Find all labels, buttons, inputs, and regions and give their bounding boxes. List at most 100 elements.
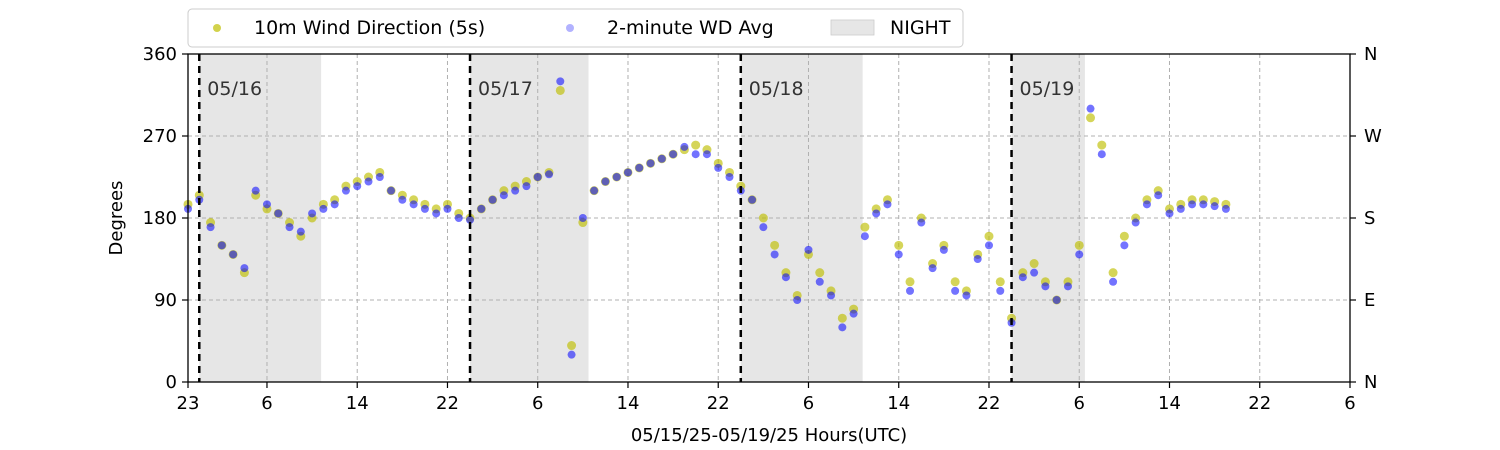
- wd5s-point: [984, 231, 994, 241]
- x-tick-label: 22: [436, 393, 459, 414]
- wd5s-point: [555, 85, 565, 95]
- wd2min-point: [759, 223, 768, 232]
- wd2min-point: [815, 277, 824, 286]
- wd2min-point: [601, 177, 610, 186]
- wd2min-point: [488, 195, 497, 204]
- wd2min-point: [341, 186, 350, 195]
- wd2min-point: [353, 182, 362, 191]
- wd2min-point: [1109, 277, 1118, 286]
- y-tick-label: 270: [143, 126, 177, 147]
- wd2min-point: [1221, 204, 1230, 213]
- wd2min-point: [1210, 202, 1219, 211]
- wd2min-point: [364, 177, 373, 186]
- wd2min-point: [714, 163, 723, 172]
- right-axis-label: S: [1364, 208, 1375, 229]
- wd2min-point: [781, 273, 790, 282]
- wd2min-point: [623, 168, 632, 177]
- wd5s-point: [905, 277, 915, 287]
- wd2min-point: [612, 173, 621, 181]
- wd2min-point: [240, 264, 249, 273]
- x-tick-label: 14: [887, 393, 910, 414]
- wd2min-point: [669, 150, 678, 159]
- y-tick-label: 180: [143, 208, 177, 229]
- day-marker-layer: 05/16 05/17 05/18 05/19: [198, 54, 1075, 382]
- wd2min-point: [860, 232, 869, 241]
- wd2min-point: [578, 214, 587, 222]
- wd2min-point: [1165, 209, 1174, 218]
- legend-marker-night: [830, 19, 875, 36]
- legend-marker-5s: [213, 24, 221, 32]
- y-axis-title: Degrees: [106, 181, 127, 256]
- x-tick-label: 6: [1344, 393, 1355, 414]
- wd5s-point: [770, 240, 780, 250]
- wd2min-point: [1063, 282, 1072, 291]
- x-tick-label: 6: [261, 393, 272, 414]
- axis-layer: 23 6 14 22 6 14 22 6 14 22 6 14 22 6 0 90 180 270 360 N E S W N: [143, 44, 1382, 414]
- wd2min-point: [466, 215, 475, 224]
- series-layer: [183, 77, 1231, 359]
- wd2min-point: [906, 286, 915, 295]
- wd2min-point: [387, 186, 396, 195]
- wd5s-point: [1086, 113, 1096, 123]
- wd2min-point: [375, 173, 384, 181]
- wd2min-point: [838, 323, 847, 332]
- wd2min-point: [962, 291, 971, 300]
- wd2min-point: [522, 182, 531, 191]
- x-tick-label: 14: [1158, 393, 1181, 414]
- x-tick-label: 6: [803, 393, 814, 414]
- wd2min-point: [951, 286, 960, 295]
- x-axis-title: 05/15/25-05/19/25 Hours(UTC): [631, 425, 907, 446]
- wd2min-point: [928, 264, 937, 273]
- wd5s-point: [860, 222, 870, 232]
- wd2min-point: [262, 200, 271, 209]
- wd2min-point: [1120, 241, 1129, 250]
- wd2min-point: [308, 209, 317, 218]
- day-marker-label: 05/19: [1020, 78, 1075, 100]
- wd2min-point: [1154, 191, 1163, 200]
- wd2min-point: [849, 309, 858, 318]
- wd2min-point: [206, 223, 215, 232]
- wd5s-point: [1108, 268, 1118, 278]
- wd2min-point: [917, 218, 926, 227]
- x-tick-label: 22: [707, 393, 730, 414]
- wd2min-point: [691, 150, 700, 159]
- wd2min-point: [1086, 104, 1095, 113]
- x-tick-label: 22: [978, 393, 1001, 414]
- legend-marker-2min: [566, 24, 574, 32]
- x-tick-label: 6: [1074, 393, 1085, 414]
- wd5s-point: [950, 277, 960, 287]
- wd2min-point: [1030, 268, 1039, 277]
- wd2min-point: [1018, 273, 1027, 282]
- wd2min-point: [477, 204, 486, 213]
- wd2min-point: [229, 250, 238, 259]
- wd2min-point: [1176, 204, 1185, 213]
- wd2min-point: [398, 195, 407, 204]
- wd2min-point: [1131, 218, 1140, 227]
- wd2min-point: [635, 163, 644, 172]
- wd2min-point: [973, 255, 982, 263]
- wd2min-point: [499, 191, 508, 200]
- wd2min-point: [1097, 150, 1106, 159]
- right-axis-label: W: [1364, 126, 1382, 147]
- wd2min-point: [1142, 200, 1151, 209]
- y-tick-label: 0: [166, 372, 177, 393]
- series-1: [184, 77, 1230, 359]
- wd2min-point: [511, 186, 520, 195]
- wd2min-point: [872, 209, 881, 218]
- wd2min-point: [409, 200, 418, 209]
- wd2min-point: [793, 296, 802, 304]
- wd2min-point: [545, 170, 554, 179]
- wd2min-point: [420, 204, 429, 213]
- wd2min-point: [567, 350, 576, 359]
- wd2min-point: [702, 150, 711, 159]
- wd5s-point: [691, 140, 701, 150]
- wd2min-point: [319, 204, 328, 213]
- wd5s-point: [1074, 240, 1084, 250]
- wd2min-point: [330, 200, 339, 209]
- wd5s-point: [1029, 259, 1039, 269]
- wd5s-point: [567, 341, 577, 351]
- wd2min-point: [748, 195, 757, 204]
- wd5s-point: [1097, 140, 1107, 150]
- day-marker-label: 05/18: [749, 78, 804, 100]
